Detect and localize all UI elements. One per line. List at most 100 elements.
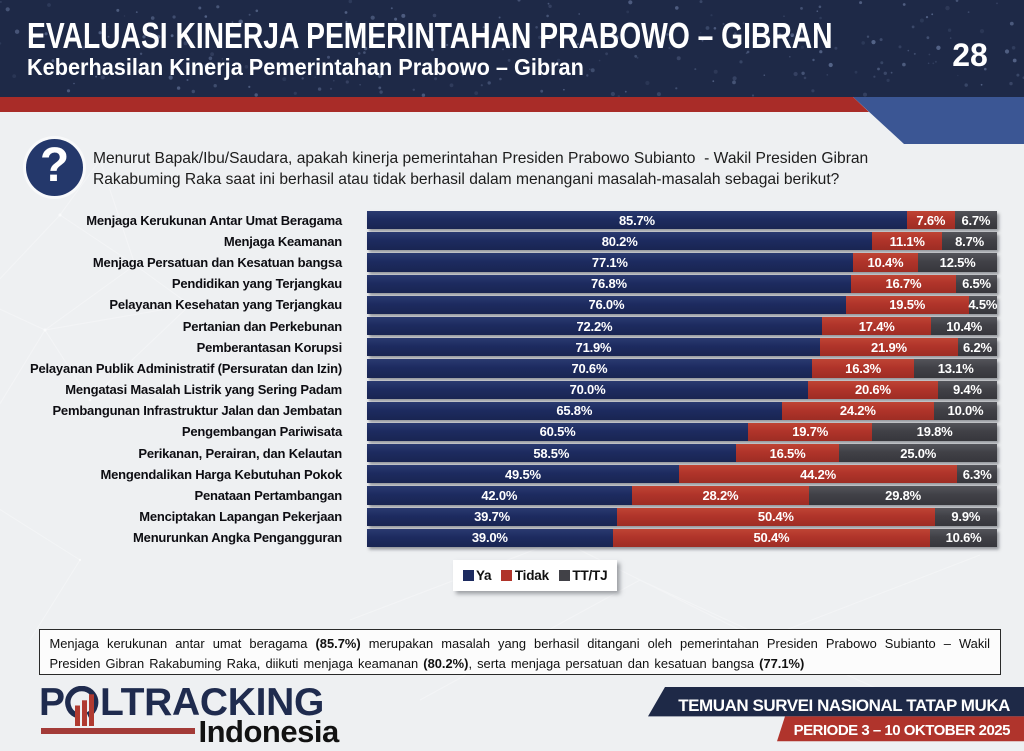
legend-swatch	[462, 570, 474, 581]
bar-value-label: 13.1%	[937, 360, 974, 376]
bar-segment-tidak: 24.2%	[781, 401, 934, 420]
bar-value-label: 10.0%	[947, 403, 984, 419]
bar-segment-tidak: 21.9%	[819, 338, 958, 357]
bar-value-label: 29.8%	[885, 488, 922, 504]
category-label: Menciptakan Lapangan Pekerjaan	[139, 509, 342, 525]
bar-segment-ya: 80.2%	[367, 232, 873, 251]
bar-value-label: 11.1%	[889, 233, 925, 249]
category-label: Pertanian dan Perkebunan	[182, 318, 342, 334]
question-mark-icon: ?	[26, 138, 83, 196]
summary-text: Menjaga kerukunan antar umat beragama	[49, 636, 316, 651]
bar-segment-ya: 70.0%	[367, 380, 808, 399]
chart-row: Menjaga Keamanan 80.2% 11.1% 8.7%	[0, 232, 1005, 251]
category-label: Pemberantasan Korupsi	[196, 339, 343, 355]
bar-value-label: 16.3%	[845, 360, 882, 376]
bar-value-label: 28.2%	[702, 488, 739, 504]
bar-segment-tidak: 19.7%	[748, 422, 873, 442]
stacked-bar: 70.0% 20.6% 9.4%	[367, 380, 997, 399]
bar-segment-tttj: 19.8%	[872, 422, 997, 442]
header-dots-pattern	[0, 0, 1024, 97]
chart-row: Menjaga Persatuan dan Kesatuan bangsa 77.…	[0, 253, 1005, 272]
bar-value-label: 16.5%	[769, 445, 806, 461]
bar-segment-tidak: 50.4%	[612, 528, 931, 547]
chart-row: Pembangunan Infrastruktur Jalan dan Jemb…	[0, 401, 1005, 420]
bar-segment-tidak: 28.2%	[631, 486, 810, 505]
category-label: Pelayanan Publik Administratif (Persurat…	[29, 360, 342, 376]
bar-segment-tidak: 50.4%	[617, 507, 935, 526]
bar-value-label: 19.5%	[889, 297, 926, 313]
chart-row: Pengembangan Pariwisata 60.5% 19.7% 19.8%	[0, 422, 1005, 442]
bar-value-label: 60.5%	[539, 424, 576, 440]
bar-segment-ya: 85.7%	[367, 211, 907, 230]
legend-swatch	[558, 570, 570, 581]
category-label: Pelayanan Kesehatan yang Terjangkau	[109, 297, 342, 313]
bar-segment-ya: 60.5%	[367, 422, 749, 442]
category-label: Mengatasi Masalah Listrik yang Sering Pa…	[65, 382, 342, 398]
bar-segment-ya: 76.8%	[367, 274, 851, 293]
bar-segment-tttj: 6.2%	[957, 338, 997, 357]
chart-row: Penataan Pertambangan 42.0% 28.2% 29.8%	[0, 486, 1005, 505]
stacked-bar: 49.5% 44.2% 6.3%	[367, 465, 997, 484]
header: EVALUASI KINERJA PEMERINTAHAN PRABOWO – …	[0, 0, 1024, 97]
category-label: Pendidikan yang Terjangkau	[171, 276, 342, 292]
bar-value-label: 71.9%	[575, 339, 612, 355]
bar-segment-ya: 72.2%	[367, 316, 822, 336]
bar-segment-tidak: 16.5%	[735, 444, 840, 463]
bar-segment-tttj: 10.0%	[933, 401, 997, 420]
bar-segment-tttj: 10.4%	[931, 316, 997, 336]
chart-row: Perikanan, Perairan, dan Kelautan 58.5% 16…	[0, 444, 1005, 463]
bar-segment-tttj: 29.8%	[809, 486, 997, 505]
bar-value-label: 76.0%	[588, 297, 625, 313]
bar-value-label: 21.9%	[871, 339, 907, 355]
stacked-bar: 76.8% 16.7% 6.5%	[367, 274, 997, 293]
bar-value-label: 44.2%	[800, 466, 836, 482]
bar-segment-tttj: 6.7%	[954, 211, 997, 230]
stacked-bar: 85.7% 7.6% 6.7%	[367, 211, 997, 230]
page-subtitle: Keberhasilan Kinerja Pemerintahan Prabow…	[27, 54, 584, 80]
bar-value-label: 76.8%	[590, 276, 627, 292]
logo-text: LTRACKING	[100, 680, 325, 724]
logo-indonesia: Indonesia	[198, 714, 340, 749]
stacked-bar: 42.0% 28.2% 29.8%	[367, 486, 997, 505]
bar-segment-tttj: 9.4%	[937, 380, 997, 399]
chart-row: Pertanian dan Perkebunan 72.2% 17.4% 10.4%	[0, 316, 1005, 336]
bar-value-label: 9.4%	[952, 382, 982, 398]
category-label: Pengembangan Pariwisata	[181, 424, 342, 440]
bar-value-label: 6.7%	[961, 212, 991, 228]
bar-value-label: 7.6%	[916, 212, 946, 228]
bar-value-label: 70.0%	[569, 382, 606, 398]
bar-segment-ya: 76.0%	[367, 295, 846, 314]
bar-segment-tidak: 11.1%	[872, 232, 943, 251]
stacked-bar: 71.9% 21.9% 6.2%	[367, 338, 997, 357]
bar-segment-tttj: 13.1%	[914, 359, 997, 378]
bar-value-label: 50.4%	[757, 509, 794, 525]
page-title: EVALUASI KINERJA PEMERINTAHAN PRABOWO – …	[27, 15, 833, 56]
bar-segment-tidak: 16.3%	[811, 359, 915, 378]
bar-segment-ya: 39.0%	[367, 528, 613, 547]
chart-legend: Ya Tidak TT/TJ	[453, 560, 617, 591]
bar-segment-tidak: 7.6%	[906, 211, 955, 230]
bar-value-label: 17.4%	[858, 318, 895, 334]
category-label: Perikanan, Perairan, dan Kelautan	[138, 445, 342, 461]
bar-segment-tttj: 8.7%	[942, 232, 997, 251]
bar-segment-ya: 58.5%	[367, 444, 736, 463]
bar-value-label: 8.7%	[955, 233, 984, 249]
bar-segment-tttj: 25.0%	[839, 444, 997, 463]
bar-segment-ya: 71.9%	[367, 338, 820, 357]
summary-text: merupakan masalah yang berhasil ditangan…	[49, 636, 991, 671]
stacked-bar: 39.0% 50.4% 10.6%	[367, 528, 997, 547]
summary-text: , serta menjaga persatuan dan kesatuan b…	[468, 655, 760, 671]
bar-segment-ya: 65.8%	[367, 401, 782, 420]
question-mark-glyph: ?	[39, 139, 70, 192]
bar-chart: Menjaga Kerukunan Antar Umat Beragama 85.…	[0, 211, 1005, 550]
stacked-bar: 77.1% 10.4% 12.5%	[367, 253, 997, 272]
chart-row: Menciptakan Lapangan Pekerjaan 39.7% 50.4%…	[0, 507, 1005, 526]
page-number: 28	[952, 37, 988, 73]
bar-segment-tttj: 10.6%	[930, 528, 997, 547]
bar-segment-tttj: 4.5%	[968, 295, 997, 314]
bar-value-label: 80.2%	[601, 233, 638, 249]
logo-chart-circle-icon	[65, 685, 99, 726]
legend-label: Tidak	[514, 568, 549, 583]
chart-row: Menjaga Kerukunan Antar Umat Beragama 85.…	[0, 211, 1005, 230]
